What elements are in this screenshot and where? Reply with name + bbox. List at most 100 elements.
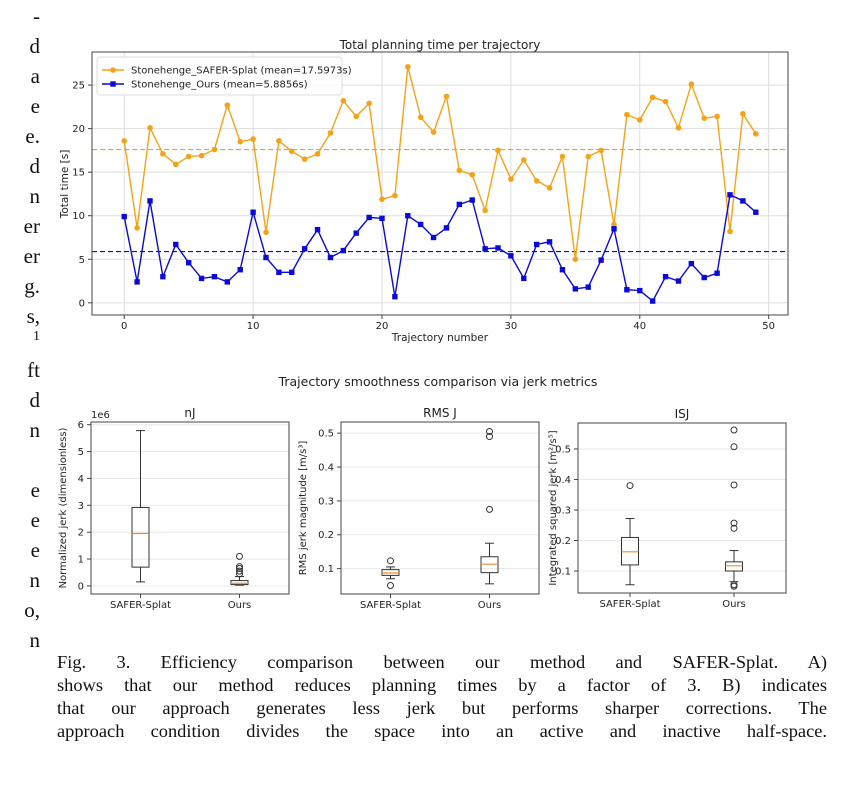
data-point [134,225,140,231]
outlier-point [730,524,738,532]
margin-text-fragment: er [23,244,40,268]
box-ours [480,427,499,585]
plot-frame [577,422,787,594]
data-point [662,98,669,105]
x-tick-label: SAFER-Splat [360,600,421,611]
margin-text-fragment: s, [26,304,40,328]
data-point [636,117,643,123]
data-point [366,100,372,107]
y-axis-label: Integrated squared jerk [m²/s⁵] [548,430,559,585]
data-point [276,138,282,144]
outlier-point [730,519,738,527]
data-point [327,130,334,136]
data-point [301,156,308,162]
data-point [740,111,746,117]
legend-entry: Stonehenge_Ours (mean=5.8856s) [102,80,308,91]
data-point [649,94,656,101]
data-point [727,192,733,198]
y-tick-label: 10 [72,211,85,222]
data-point [198,275,205,282]
planning-time-chart: Total planning time per trajectory 0 10 20… [59,38,789,344]
outlier-point [387,557,394,565]
y-tick-label: 0.1 [555,567,571,578]
x-tick-label: 10 [247,321,260,332]
y-axis-label: Normalized jerk (dimensionless) [58,427,69,588]
data-point [559,267,566,273]
data-point [675,124,682,131]
series-line [123,193,757,303]
y-tick-label: 0.2 [318,530,334,541]
legend-frame [96,56,343,96]
data-point [366,214,372,221]
data-point [559,153,566,160]
boxplot-suptitle: Trajectory smoothness comparison via jer… [278,374,598,389]
data-point [263,254,269,261]
y-tick-label: 0.2 [555,536,571,547]
data-point [224,102,231,108]
series-group [121,64,759,304]
y-axis-label: Total time [s] [59,150,71,220]
legend-marker [110,67,116,73]
panel-title: RMS J [423,406,457,420]
margin-text-fragment: g. [24,274,40,298]
data-point [417,221,424,228]
y-tick-label: 0.3 [318,496,334,507]
data-point [147,198,153,204]
margin-text-fragment: n [29,628,41,652]
data-point [521,275,527,282]
data-point [405,213,411,219]
outlier-point [236,563,243,571]
y-tick-label: 1 [78,555,84,566]
data-point [714,113,720,120]
mean-lines [92,148,788,253]
outlier-point [236,570,243,578]
data-point [624,111,630,118]
y-tick-label: 0.5 [318,429,334,440]
data-point [250,136,256,142]
outlier-point [730,581,738,589]
data-point [611,226,617,232]
outlier-point [626,482,634,490]
data-point [456,201,463,208]
data-point [160,273,166,280]
margin-text-fragment: n [29,568,41,592]
y-tick-label: 5 [78,447,84,458]
x-tick-label: 20 [376,321,389,332]
y-tick-label: 3 [78,501,84,512]
plot-frame [91,51,789,316]
margin-text-fragment: d [29,34,41,58]
data-point [353,230,359,236]
jerk-boxplots: Trajectory smoothness comparison via jer… [58,374,787,611]
data-point [288,148,295,155]
left-column-text-fragments: - d a e e. d n er er g. s, 1 ft d n e e e n o, n [0,0,40,785]
legend-entry: Stonehenge_SAFER-Splat (mean=17.5973s) [102,66,352,77]
outlier-point [236,564,243,572]
data-point [301,246,308,252]
legend-label: Stonehenge_Ours (mean=5.8856s) [131,80,308,91]
box-iqr [725,561,743,572]
data-point [160,151,166,157]
data-point [714,270,720,276]
data-point [495,147,501,154]
data-point [392,192,398,199]
data-point [185,260,192,266]
margin-text-fragment: e [30,94,40,118]
outlier-point [236,552,243,560]
data-point [752,131,759,137]
y-tick-label: 0.3 [555,505,571,516]
x-ticks: 0 10 20 30 40 50 [121,315,775,332]
outlier-point [730,426,738,434]
data-point [508,176,514,182]
margin-text-fragment: ft [27,358,40,382]
data-point [546,185,553,191]
box-iqr [621,536,639,566]
data-point [546,239,553,245]
x-tick-label: 30 [505,321,518,332]
data-point [172,161,179,168]
data-point [533,178,540,184]
y-tick-label: 20 [72,124,85,135]
outlier-point [486,427,493,435]
data-point [404,64,411,70]
data-point [598,257,604,263]
